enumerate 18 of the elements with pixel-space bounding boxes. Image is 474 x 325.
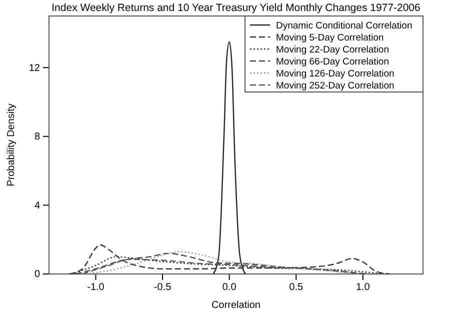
legend-label: Moving 22-Day Correlation (276, 44, 389, 56)
y-axis-title: Probability Density (6, 104, 17, 186)
legend-label: Moving 5-Day Correlation (276, 32, 384, 44)
y-tick-label: 0 (34, 269, 40, 280)
y-tick-label: 8 (34, 132, 40, 143)
legend-label: Moving 252-Day Correlation (276, 80, 394, 92)
legend-label: Moving 126-Day Correlation (276, 68, 394, 80)
x-axis-title: Correlation (212, 300, 260, 311)
x-tick-label: 1.0 (356, 282, 370, 294)
x-tick-label: -0.5 (154, 282, 172, 294)
x-tick-label: 0.5 (289, 282, 304, 294)
y-tick-label: 4 (34, 200, 40, 212)
legend-label: Dynamic Conditional Correlation (276, 20, 412, 32)
x-tick-label: -1.0 (87, 282, 105, 294)
y-tick-label: 12 (28, 62, 40, 74)
chart-title: Index Weekly Returns and 10 Year Treasury Yield Monthly Changes 1977-2006 (52, 2, 421, 14)
x-tick-label: 0.0 (222, 282, 237, 294)
legend-label: Moving 66-Day Correlation (276, 56, 389, 68)
